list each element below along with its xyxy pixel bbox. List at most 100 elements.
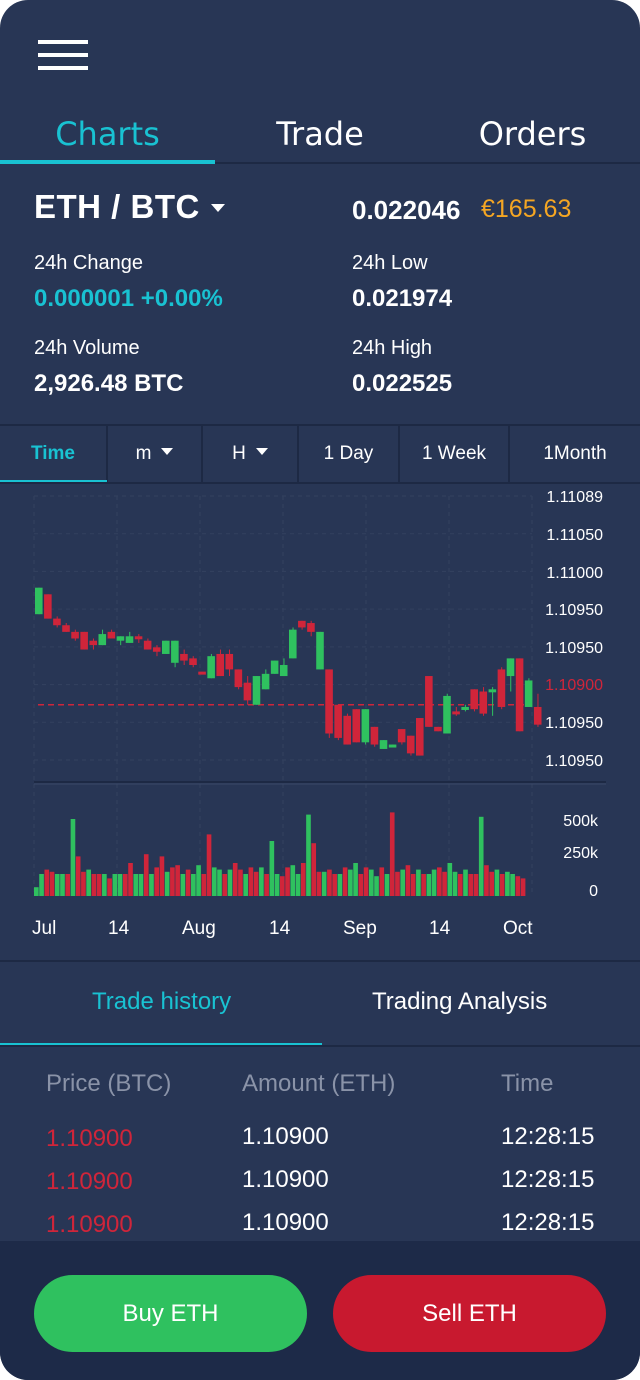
volume-bar — [248, 867, 254, 896]
volume-bar — [39, 874, 44, 896]
volume-bar — [405, 865, 411, 896]
volume-bar — [478, 816, 484, 896]
volume-bar — [384, 874, 390, 896]
chevron-down-icon[interactable] — [211, 204, 225, 212]
candle — [379, 740, 388, 749]
volume-bar — [70, 819, 76, 896]
divider — [0, 482, 640, 484]
buy-button[interactable]: Buy ETH — [34, 1275, 307, 1352]
volume-bar — [499, 874, 505, 896]
timeframe-hour[interactable]: H — [203, 426, 299, 482]
candle — [397, 729, 406, 743]
x-axis-label: Oct — [503, 918, 533, 939]
candle — [434, 726, 442, 732]
candle — [198, 671, 206, 675]
column-header-amount: Amount (ETH) — [242, 1070, 396, 1097]
price-axis-label: 1.10950 — [545, 640, 603, 657]
sell-button[interactable]: Sell ETH — [333, 1275, 606, 1352]
volume-bar — [75, 856, 81, 896]
fiat-price: €165.63 — [481, 195, 572, 223]
volume-bar — [211, 867, 217, 896]
candle — [234, 669, 243, 688]
candle — [343, 715, 351, 745]
volume-bar — [206, 834, 212, 896]
price-axis-label: 1.10950 — [545, 602, 603, 619]
tab-charts[interactable]: Charts — [55, 115, 160, 153]
candle — [298, 620, 306, 628]
chevron-down-icon — [161, 448, 174, 456]
volume-bar — [112, 874, 118, 896]
timeframe-month[interactable]: 1Month — [543, 443, 607, 464]
volume-bar — [348, 869, 353, 896]
candle — [98, 634, 107, 646]
candle — [524, 680, 533, 707]
volume-bar — [463, 869, 468, 896]
trade-price: 1.10900 — [46, 1168, 133, 1195]
volume-bar — [81, 871, 86, 896]
volume-bar — [102, 874, 107, 896]
volume-bar — [49, 871, 55, 896]
tab-orders[interactable]: Orders — [478, 115, 587, 153]
timeframe-time[interactable]: Time — [0, 426, 108, 482]
volume-bar — [363, 867, 369, 896]
volume-bar — [133, 874, 139, 896]
price-axis-label: 1.10950 — [545, 753, 603, 770]
volume-axis-label: 500k — [563, 813, 599, 830]
x-axis-label: 14 — [269, 918, 291, 939]
volume-bar — [86, 869, 91, 896]
volume-bar — [65, 874, 71, 896]
volume-bar — [269, 841, 275, 896]
timeframe-day[interactable]: 1 Day — [299, 426, 400, 482]
pair-selector[interactable]: ETH / BTC — [34, 188, 200, 225]
hamburger-menu-icon[interactable] — [38, 40, 88, 72]
volume-bar — [484, 865, 489, 896]
volume-bar — [311, 843, 317, 896]
volume-bar — [274, 874, 280, 896]
candle — [479, 691, 488, 714]
candle — [252, 676, 261, 705]
trade-time: 12:28:15 — [501, 1166, 595, 1193]
volume-bar — [34, 887, 39, 896]
low-value: 0.021974 — [352, 285, 453, 312]
volume-bar — [489, 871, 494, 896]
volume-bar — [421, 874, 426, 896]
timeframe-minute[interactable]: m — [108, 426, 203, 482]
trade-time: 12:28:15 — [501, 1123, 595, 1150]
tab-trade[interactable]: Trade — [276, 115, 364, 153]
tab-trading-analysis[interactable]: Trading Analysis — [372, 988, 548, 1015]
candle — [289, 629, 297, 659]
candle — [533, 706, 542, 725]
candle — [443, 695, 451, 734]
candle — [470, 689, 478, 710]
volume-bar — [332, 874, 337, 896]
active-tab-indicator — [0, 160, 215, 164]
volume-bar — [143, 854, 149, 896]
last-price: 0.022046 — [352, 195, 461, 225]
candle — [89, 640, 97, 646]
volume-label: 24h Volume — [34, 337, 140, 359]
candle — [497, 669, 506, 707]
candle — [207, 656, 215, 679]
divider — [0, 1045, 640, 1047]
volume-bar — [44, 869, 50, 896]
trade-amount: 1.10900 — [242, 1166, 329, 1193]
candle — [279, 665, 288, 677]
volume-bar — [306, 814, 311, 896]
candle — [243, 682, 252, 701]
volume-bar — [494, 869, 500, 896]
tab-trade-history[interactable]: Trade history — [92, 988, 232, 1015]
candle — [80, 631, 88, 650]
volume-bar — [96, 874, 102, 896]
volume-bar — [227, 869, 233, 896]
volume-bar — [117, 874, 123, 896]
price-chart[interactable]: 1.11089 1.11050 1.11000 1.10950 1.10950 1.109… — [0, 484, 640, 904]
volume-bar — [175, 865, 180, 896]
volume-bar — [395, 871, 400, 896]
candle — [334, 704, 342, 738]
timeframe-week[interactable]: 1 Week — [400, 426, 510, 482]
volume-bar — [515, 876, 521, 896]
volume-bar — [154, 867, 160, 896]
candle — [71, 631, 79, 639]
volume-bar — [416, 869, 421, 896]
chevron-down-icon — [255, 448, 268, 456]
